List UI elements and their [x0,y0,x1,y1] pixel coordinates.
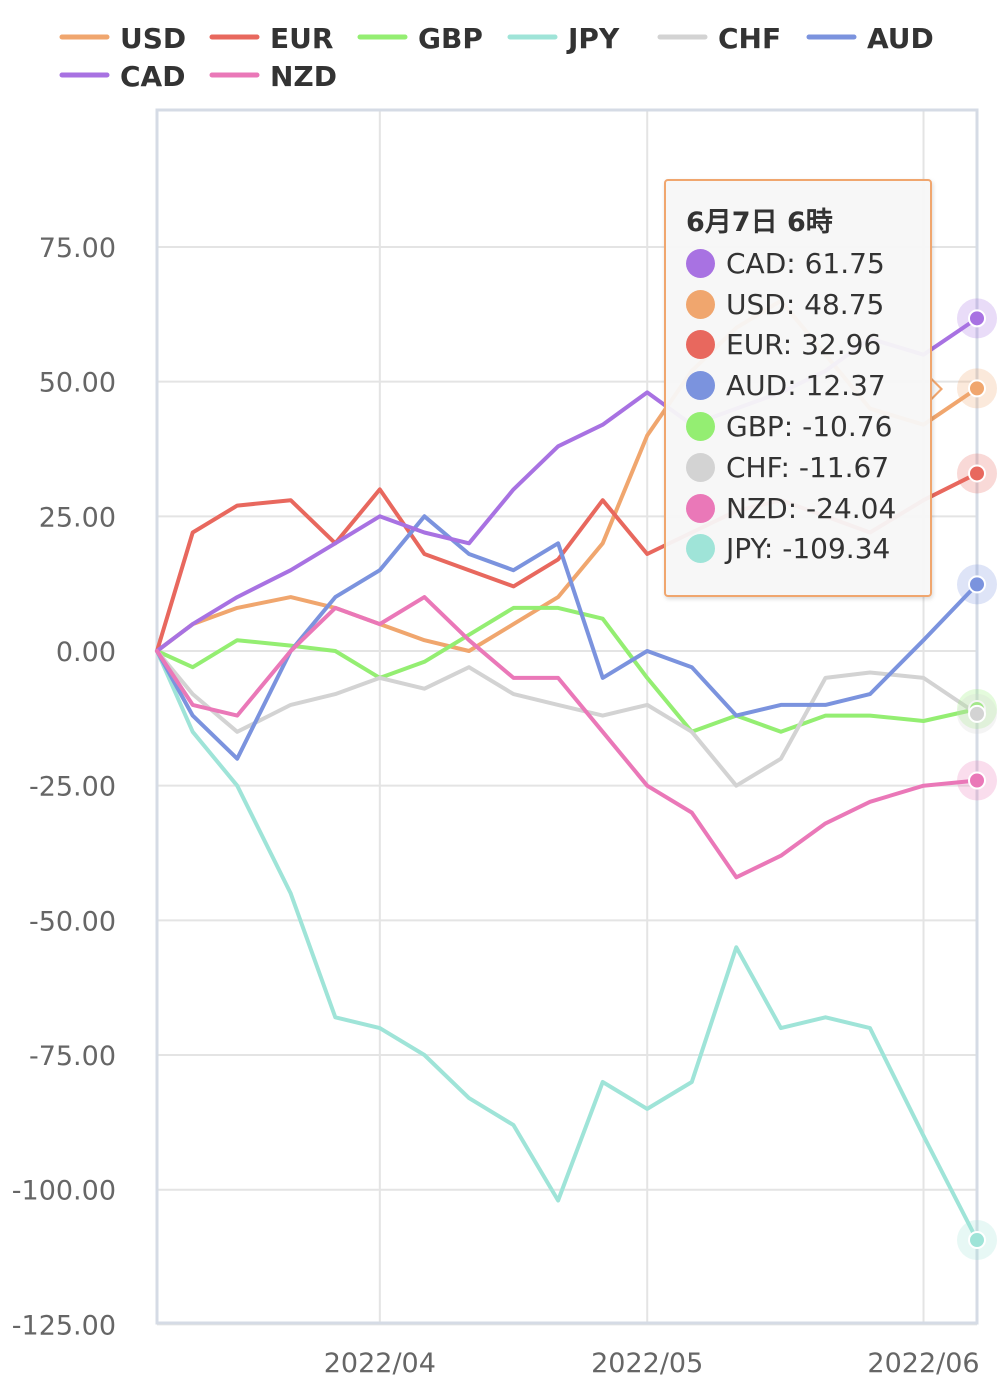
tooltip-series-dot [686,534,715,564]
end-marker-eur[interactable] [968,464,986,483]
end-markers [957,298,997,1261]
legend-label-usd[interactable]: USD [120,22,186,55]
end-marker-aud[interactable] [968,575,986,594]
tooltip-row: AUD: 12.37 [686,365,930,406]
legend: USD EUR GBP JPY CHF AUD CAD NZD [59,22,934,93]
end-marker-cad[interactable] [968,309,986,328]
tooltip-series-dot [686,371,715,401]
end-marker-jpy[interactable] [968,1231,986,1250]
legend-label-jpy[interactable]: JPY [566,22,620,55]
axes: 75.00 50.00 25.00 0.00 -25.00 -50.00 -75.00 -10… [12,233,980,1379]
tooltip-rows: CAD: 61.75 USD: 48.75 EUR: 32.96 AUD: 12.37… [686,243,930,569]
legend-label-aud[interactable]: AUD [867,22,934,55]
y-tick-label: 25.00 [39,502,116,533]
y-tick-label: 75.00 [39,233,116,264]
tooltip-series-dot [686,330,715,360]
end-marker-nzd[interactable] [968,771,986,790]
tooltip-row-label: USD: 48.75 [726,287,885,321]
x-tick-label: 2022/04 [324,1348,436,1379]
tooltip-row: NZD: -24.04 [686,488,930,529]
legend-label-nzd[interactable]: NZD [270,60,337,93]
tooltip-row-label: GBP: -10.76 [726,410,893,444]
tooltip-series-dot [686,248,715,278]
tooltip-arrow-inner [929,378,940,400]
y-tick-label: -100.00 [12,1176,116,1207]
y-tick-label: 50.00 [39,368,116,399]
tooltip-series-dot [686,412,715,442]
tooltip-row-label: JPY: -109.34 [726,532,891,566]
x-tick-label: 2022/05 [591,1348,703,1379]
x-tick-label: 2022/06 [867,1348,979,1379]
tooltip-series-dot [686,289,715,319]
y-tick-label: 0.00 [56,637,116,668]
tooltip-row: EUR: 32.96 [686,325,930,366]
series-line-nzd[interactable] [155,595,979,880]
tooltip-row: JPY: -109.34 [686,529,930,570]
tooltip-series-dot [686,493,715,523]
y-tick-label: -25.00 [29,772,116,803]
legend-label-cad[interactable]: CAD [120,60,185,93]
tooltip-row: CHF: -11.67 [686,447,930,488]
legend-label-chf[interactable]: CHF [718,22,781,55]
end-marker-usd[interactable] [968,379,986,398]
y-tick-label: -125.00 [12,1310,116,1341]
tooltip-row-label: NZD: -24.04 [726,491,897,525]
y-tick-label: -50.00 [29,906,116,937]
tooltip-title: 6月7日 6時 [686,207,833,238]
tooltip-row-label: EUR: 32.96 [726,328,882,362]
tooltip-row-label: CAD: 61.75 [726,246,885,280]
series-line-chf[interactable] [155,649,979,788]
y-tick-label: -75.00 [29,1041,116,1072]
series-line-jpy[interactable] [155,649,979,1242]
series-line-gbp[interactable] [155,605,979,734]
legend-label-eur[interactable]: EUR [270,22,333,55]
tooltip-row: USD: 48.75 [686,284,930,325]
tooltip-row: GBP: -10.76 [686,406,930,447]
tooltip: 6月7日 6時 CAD: 61.75 USD: 48.75 EUR: 32.96 AU… [664,179,932,597]
tooltip-row-label: AUD: 12.37 [726,369,886,403]
tooltip-row: CAD: 61.75 [686,243,930,284]
tooltip-row-label: CHF: -11.67 [726,450,890,484]
end-marker-chf[interactable] [968,704,986,723]
legend-label-gbp[interactable]: GBP [418,22,483,55]
tooltip-series-dot [686,452,715,482]
